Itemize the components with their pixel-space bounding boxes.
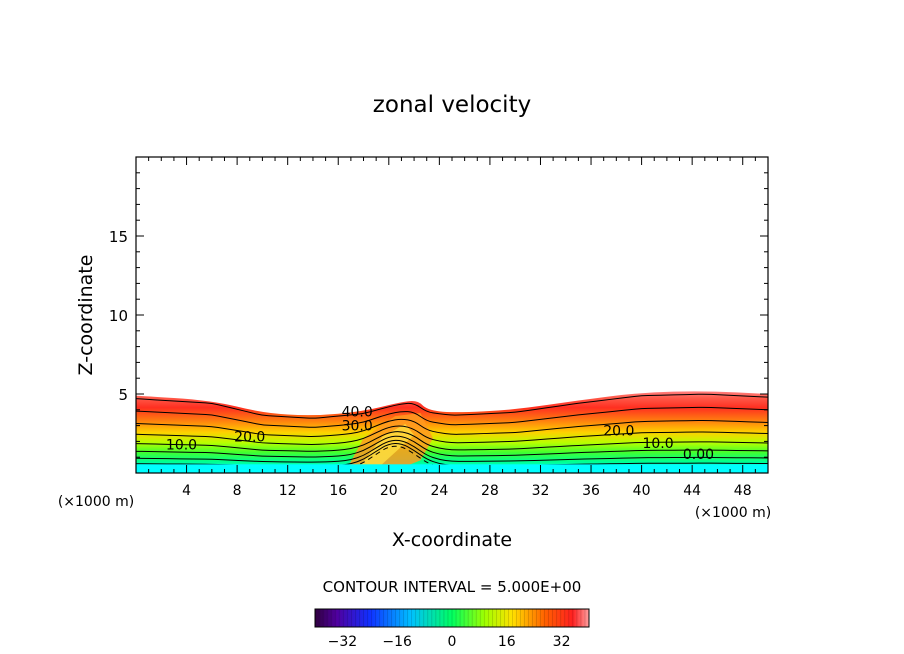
x-tick-label: 36 (582, 483, 600, 499)
x-tick-label: 4 (182, 483, 191, 499)
contour-line (136, 439, 768, 463)
contour-label: 10.0 (166, 438, 197, 454)
contour-interval-label: CONTOUR INTERVAL = 5.000E+00 (323, 578, 582, 596)
colorbar-ticks: −32 −16 0 16 32 (328, 634, 571, 650)
colorbar-tick-label: −32 (328, 634, 358, 650)
x-tick-label: 28 (481, 483, 499, 499)
x-tick-label: 40 (633, 483, 651, 499)
y-axis-ticks: 5 10 15 (109, 172, 768, 458)
y-tick-label: 5 (118, 386, 128, 404)
colorbar (314, 608, 590, 628)
colorbar-tick-label: 32 (553, 634, 571, 650)
mountain-jet-core (357, 424, 415, 470)
colorbar-tick-label: 0 (448, 634, 457, 650)
chart-title: zonal velocity (373, 92, 531, 118)
x-tick-label: 32 (532, 483, 550, 499)
contour-label: 20.0 (234, 430, 265, 446)
ground-layer (136, 464, 768, 473)
x-tick-label: 24 (430, 483, 448, 499)
contour-label: 30.0 (342, 419, 373, 435)
contour-label: 10.0 (642, 436, 673, 452)
x-unit-left: (×1000 m) (58, 494, 134, 510)
x-tick-label: 20 (380, 483, 398, 499)
x-tick-label: 16 (329, 483, 347, 499)
contour-label: 0.00 (683, 447, 714, 463)
contour-line (136, 425, 768, 445)
colorbar-stripes (318, 609, 586, 627)
x-axis-ticks: 4 8 12 16 20 24 28 32 36 40 44 48 (148, 157, 756, 499)
contour-labels: 40.030.0 20.0 10.0 20.0 10.0 0.00 (166, 404, 714, 463)
contour-field (136, 391, 768, 473)
x-tick-label: 8 (233, 483, 242, 499)
contour-line (136, 418, 768, 437)
colorbar-tick-label: −16 (382, 634, 412, 650)
contour-line (136, 406, 768, 428)
x-tick-label: 44 (683, 483, 701, 499)
contour-label: 20.0 (603, 423, 634, 439)
colorbar-tick-label: 16 (498, 634, 516, 650)
y-axis-label: Z-coordinate (75, 255, 97, 376)
x-unit-right: (×1000 m) (695, 505, 771, 521)
x-axis-label: X-coordinate (392, 529, 512, 551)
x-tick-label: 12 (279, 483, 297, 499)
y-tick-label: 10 (109, 307, 128, 325)
contour-line (136, 431, 768, 452)
x-tick-label: 48 (734, 483, 752, 499)
contour-line (136, 393, 768, 419)
contour-line (136, 435, 768, 458)
y-tick-label: 15 (109, 228, 128, 246)
contour-label: 40.0 (342, 404, 373, 420)
